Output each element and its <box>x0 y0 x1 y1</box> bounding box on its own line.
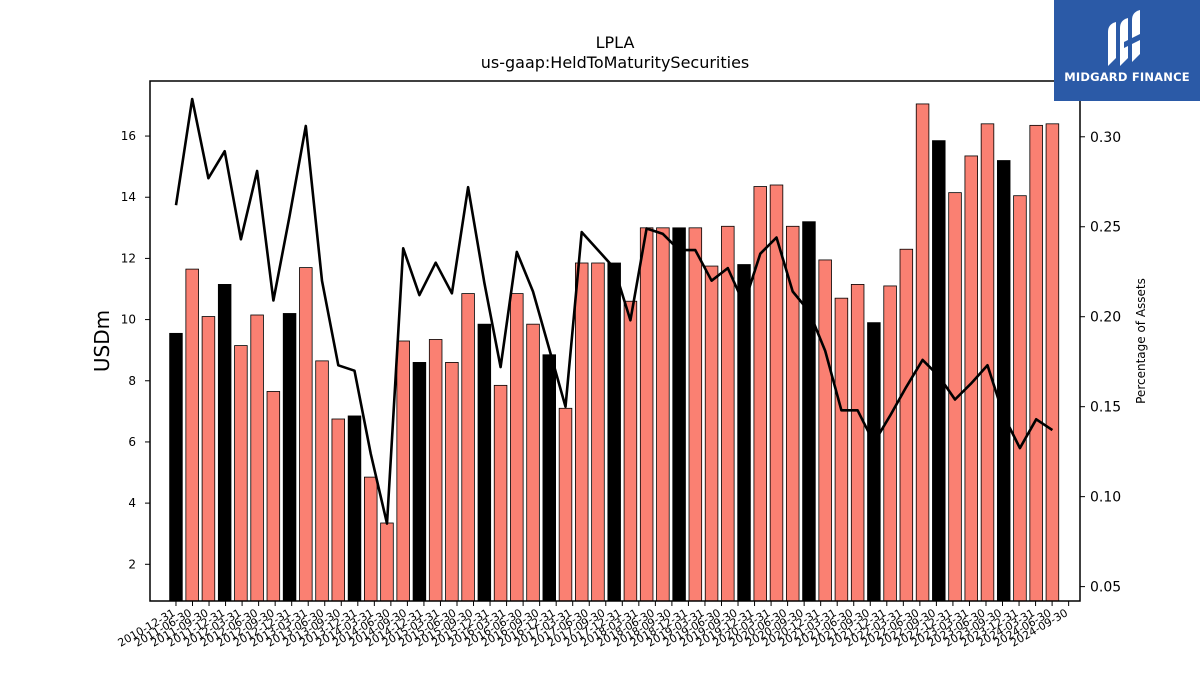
bar-2021-03-31 <box>834 297 849 602</box>
midgard-finance-logo: MIDGARD FINANCE <box>1054 0 1200 101</box>
bar-2018-12-31 <box>688 227 703 602</box>
bar-2013-03-31 <box>315 360 329 602</box>
bar-2011-09-30 <box>217 284 232 602</box>
bar-2023-09-30 <box>996 160 1011 602</box>
y-tick-label: 10 <box>121 313 136 327</box>
bar-2020-06-30 <box>785 225 800 602</box>
bar-2016-09-30 <box>542 354 556 602</box>
bar-2012-06-30 <box>266 391 281 602</box>
chart-title: LPLA <box>596 33 635 52</box>
bar-2014-06-30 <box>396 340 410 602</box>
y-tick-label: 14 <box>121 190 136 204</box>
bar-2010-12-31 <box>169 332 183 602</box>
bar-2015-03-31 <box>445 362 459 602</box>
bar-2011-12-31 <box>234 345 248 602</box>
bar-2011-06-30 <box>201 316 216 602</box>
bar-2022-03-31 <box>899 248 914 602</box>
y-tick-label: 6 <box>128 435 136 449</box>
y-tick-label: 2 <box>128 557 136 571</box>
bar-2019-09-30 <box>737 264 751 602</box>
y-tick-label: 12 <box>121 251 136 265</box>
line-group <box>174 97 1054 525</box>
bar-2012-03-31 <box>250 314 264 602</box>
x-axis: 2010-12-312011-06-302011-09-302011-12-31… <box>116 601 1070 650</box>
bar-2016-06-30 <box>526 323 540 602</box>
bar-2019-03-31 <box>704 265 719 602</box>
bar-2013-09-30 <box>347 415 362 602</box>
bar-2022-06-30 <box>915 103 930 602</box>
y-axis-left: 2 4 6 8 10 12 14 16 <box>121 129 150 571</box>
y-tick-label: 8 <box>128 374 136 388</box>
bar-2018-03-31 <box>639 227 654 602</box>
bar-2019-06-30 <box>721 225 735 602</box>
bar-2015-06-30 <box>461 293 475 602</box>
bar-2020-12-31 <box>818 259 832 602</box>
chart-subtitle: us-gaap:HeldToMaturitySecurities <box>481 53 750 72</box>
bar-2018-09-30 <box>672 227 686 602</box>
bar-2017-09-30 <box>607 262 621 602</box>
y2-tick-label: 0.05 <box>1090 580 1121 596</box>
bar-2023-06-30 <box>980 123 995 602</box>
y-tick-label: 4 <box>128 496 136 510</box>
bar-2015-09-30 <box>477 323 492 602</box>
plot-frame <box>149 80 1081 602</box>
bar-2021-12-31 <box>883 285 897 602</box>
bar-2021-06-30 <box>850 284 865 602</box>
bar-2023-12-31 <box>1013 195 1027 602</box>
bar-2024-03-31 <box>1029 124 1043 602</box>
bar-2020-09-30 <box>802 221 816 602</box>
logo-mark-icon <box>1108 10 1140 66</box>
bar-2013-12-31 <box>364 476 378 602</box>
bar-2017-03-31 <box>574 262 589 602</box>
percentage-line <box>174 97 1054 525</box>
bar-2021-09-30 <box>867 322 881 602</box>
bar-2012-09-30 <box>282 313 297 602</box>
y2-tick-label: 0.10 <box>1090 490 1121 506</box>
bar-2017-06-30 <box>591 262 605 602</box>
bar-2014-09-30 <box>412 362 427 602</box>
bar-2012-12-31 <box>299 267 313 602</box>
y2-axis-label: Percentage of Assets <box>1134 278 1148 404</box>
y2-tick-label: 0.20 <box>1090 310 1121 326</box>
logo-text: MIDGARD FINANCE <box>1064 70 1190 84</box>
bar-2020-03-31 <box>769 184 784 602</box>
y-axis-label: USDm <box>90 310 114 372</box>
bar-2013-06-30 <box>331 418 346 602</box>
y2-tick-label: 0.15 <box>1090 400 1121 416</box>
bar-2016-12-31 <box>558 407 573 602</box>
y2-tick-label: 0.30 <box>1090 130 1121 146</box>
y2-tick-label: 0.25 <box>1090 220 1121 236</box>
bar-2015-12-31 <box>493 384 508 602</box>
bar-2011-03-31 <box>185 268 199 602</box>
bar-2016-03-31 <box>510 293 524 602</box>
bar-2024-06-30 <box>1045 123 1060 602</box>
bar-2018-06-30 <box>656 227 670 602</box>
y-tick-label: 16 <box>121 129 136 143</box>
bar-2017-12-31 <box>623 300 638 602</box>
bars-group <box>169 103 1060 602</box>
y-axis-right: 0.05 0.10 0.15 0.20 0.25 0.30 <box>1080 130 1121 596</box>
bar-2014-12-31 <box>428 339 443 602</box>
bar-2014-03-31 <box>380 522 394 602</box>
